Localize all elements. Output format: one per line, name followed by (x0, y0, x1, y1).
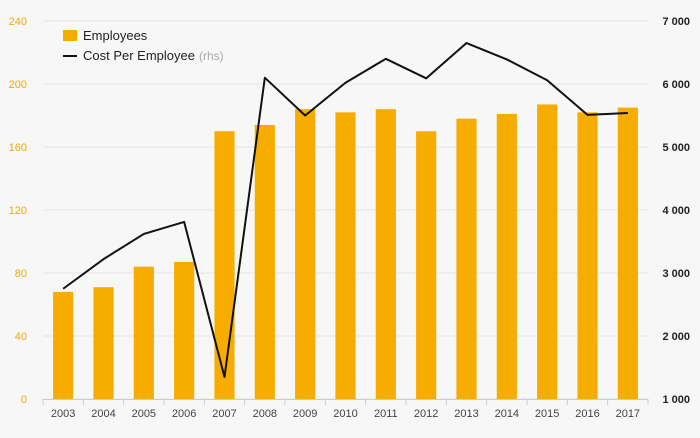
x-tick-label: 2008 (253, 408, 277, 420)
x-tick-label: 2006 (172, 408, 196, 420)
left-tick-label: 80 (15, 268, 27, 280)
left-tick-label: 160 (9, 142, 27, 154)
x-tick-label: 2016 (575, 408, 599, 420)
bar-employees (255, 125, 275, 399)
x-tick-label: 2003 (51, 408, 75, 420)
x-tick-label: 2013 (454, 408, 478, 420)
right-y-axis: 1 000 2 000 3 000 4 000 5 000 6 000 7 000 (662, 16, 690, 406)
x-tick-label: 2011 (374, 408, 398, 420)
right-tick-label: 3 000 (662, 268, 690, 280)
left-tick-label: 240 (9, 16, 27, 28)
x-tick-label: 2012 (414, 408, 438, 420)
bar-employees (335, 112, 355, 399)
x-tick-label: 2015 (535, 408, 559, 420)
bar-employees (618, 108, 638, 399)
x-tick-label: 2017 (616, 408, 640, 420)
right-tick-label: 7 000 (662, 16, 690, 28)
x-tick-label: 2009 (293, 408, 317, 420)
bar-employees (53, 292, 73, 399)
right-tick-label: 1 000 (662, 394, 690, 406)
left-tick-label: 200 (9, 79, 27, 91)
bar-employees (376, 109, 396, 399)
right-tick-label: 2 000 (662, 331, 690, 343)
bar-employees (537, 104, 557, 399)
right-tick-label: 5 000 (662, 142, 690, 154)
right-tick-label: 6 000 (662, 79, 690, 91)
left-y-axis: 0 40 80 120 160 200 240 (9, 16, 27, 406)
bar-employees (174, 262, 194, 399)
legend-label-cost-per-employee: Cost Per Employee (rhs) (83, 48, 224, 63)
bar-employees (295, 109, 315, 399)
left-tick-label: 120 (9, 205, 27, 217)
x-tick-label: 2005 (132, 408, 156, 420)
legend-label-employees: Employees (83, 28, 148, 43)
x-axis: 2003 2004 2005 2006 2007 2008 2009 2010 2011 2012… (43, 399, 648, 420)
left-tick-label: 0 (21, 394, 27, 406)
bar-employees (456, 119, 476, 399)
left-tick-label: 40 (15, 331, 27, 343)
x-tick-label: 2004 (91, 408, 115, 420)
bar-employees (214, 131, 234, 399)
legend: Employees Cost Per Employee (rhs) (63, 28, 224, 63)
legend-swatch-employees (63, 30, 77, 41)
x-tick-label: 2010 (333, 408, 357, 420)
bar-employees (577, 112, 597, 399)
legend-label-rhs-suffix: (rhs) (199, 49, 224, 63)
bar-employees (93, 287, 113, 399)
x-tick-label: 2007 (212, 408, 236, 420)
x-tick-label: 2014 (495, 408, 519, 420)
bar-employees (497, 114, 517, 399)
bar-employees (416, 131, 436, 399)
bar-employees (134, 267, 154, 399)
employees-bars (53, 104, 638, 399)
right-tick-label: 4 000 (662, 205, 690, 217)
legend-label-cost-per-employee-name: Cost Per Employee (83, 48, 195, 63)
